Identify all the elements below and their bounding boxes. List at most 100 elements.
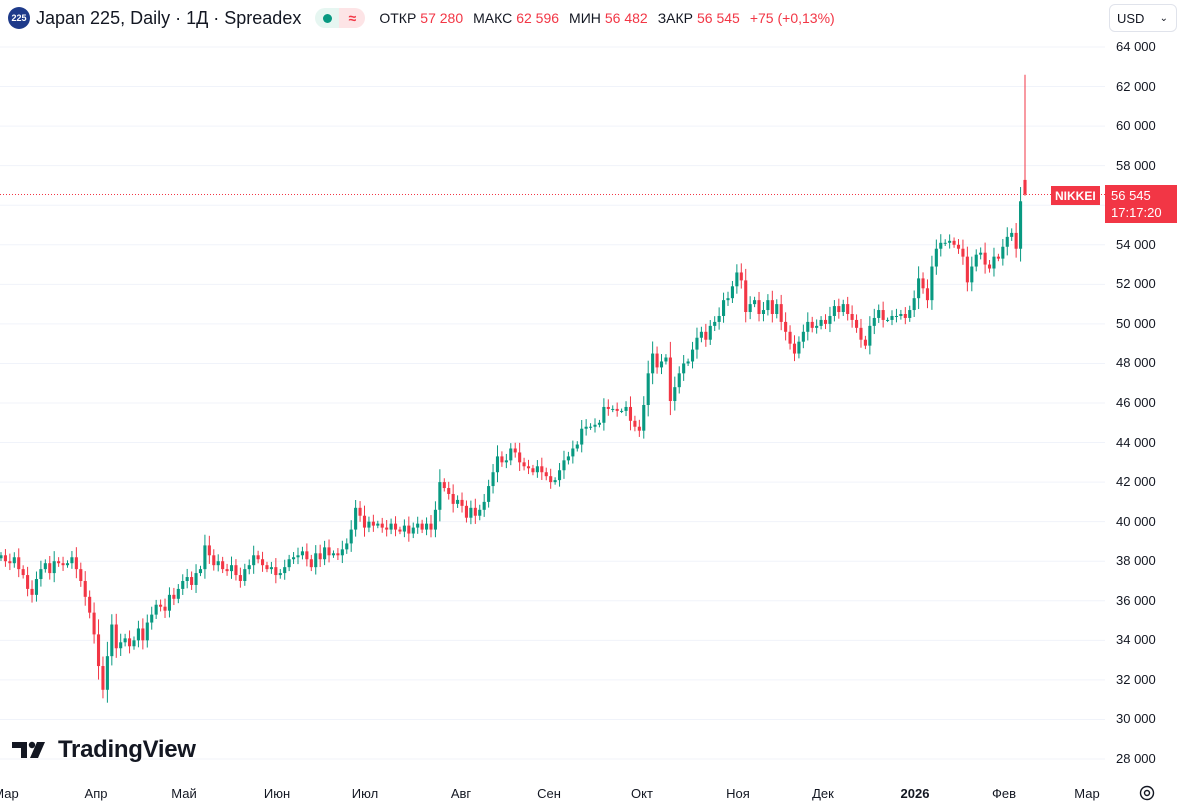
- candle-body: [349, 529, 353, 544]
- candle: [345, 538, 349, 554]
- candle-body: [269, 567, 273, 570]
- candle: [571, 440, 575, 464]
- candle-body: [863, 339, 867, 346]
- candle-body: [88, 596, 92, 613]
- candle-body: [65, 563, 70, 566]
- symbol-title[interactable]: Japan 225, Daily · 1Д · Spreadex: [36, 7, 302, 28]
- candle: [863, 335, 867, 350]
- candle: [620, 408, 624, 414]
- candle-body: [628, 406, 633, 421]
- candle-body: [580, 428, 584, 445]
- candle-body: [314, 553, 318, 568]
- candle: [739, 263, 743, 289]
- price-axis-label: 60 000: [1116, 118, 1156, 134]
- time-axis-label: Июл: [351, 786, 379, 801]
- time-axis-label: Мар: [1074, 786, 1100, 801]
- candle: [513, 442, 517, 458]
- candle: [229, 556, 234, 579]
- candle: [482, 493, 486, 517]
- candle-body: [478, 509, 482, 516]
- candle-body: [837, 306, 841, 313]
- currency-selector[interactable]: USD ⌄: [1109, 4, 1177, 32]
- price-axis-label: 34 000: [1116, 632, 1156, 648]
- candle-body: [345, 543, 349, 550]
- candle-body: [451, 493, 455, 504]
- candle-body: [620, 410, 624, 412]
- delayed-data-icon[interactable]: ≈: [339, 8, 366, 28]
- candle: [469, 500, 473, 525]
- candle-body: [708, 325, 712, 340]
- candle-body: [354, 507, 358, 530]
- candle: [819, 316, 823, 330]
- candle-body: [540, 466, 544, 473]
- candle: [398, 526, 402, 535]
- candle-body: [163, 606, 167, 611]
- candle-body: [425, 523, 429, 530]
- candle-body: [61, 563, 65, 566]
- candle-body: [411, 527, 415, 534]
- candle-body: [389, 523, 393, 530]
- tradingview-logo[interactable]: TradingView: [12, 736, 196, 764]
- candle: [748, 296, 752, 320]
- candle: [500, 451, 504, 467]
- candle: [504, 453, 508, 469]
- candle-body: [961, 248, 965, 257]
- candle: [832, 300, 836, 322]
- candle: [136, 620, 140, 648]
- candle-body: [110, 624, 114, 657]
- candle-body: [549, 476, 553, 483]
- candle: [593, 418, 597, 433]
- candle-body: [859, 327, 863, 340]
- candle: [766, 294, 770, 316]
- candle: [234, 559, 238, 581]
- candle: [979, 247, 983, 260]
- candle-body: [500, 456, 504, 463]
- candle-body: [948, 240, 952, 243]
- candle-body: [212, 555, 216, 566]
- candle-body: [943, 242, 947, 244]
- price-axis-label: 62 000: [1116, 78, 1156, 94]
- candle-body: [0, 555, 3, 559]
- candle-body: [256, 555, 260, 560]
- candle: [1005, 227, 1009, 256]
- candle: [633, 415, 637, 432]
- candle: [970, 256, 974, 292]
- candle-body: [159, 604, 163, 607]
- candle: [194, 564, 198, 593]
- candle: [8, 553, 12, 571]
- candle: [837, 298, 841, 319]
- candle-body: [464, 505, 469, 518]
- candle: [274, 558, 278, 584]
- candle-body: [358, 507, 362, 516]
- candle-body: [832, 306, 836, 316]
- ohlc-open-value: 57 280: [420, 10, 464, 26]
- candle: [562, 450, 566, 479]
- gear-icon[interactable]: [1138, 784, 1156, 802]
- symbol-logo[interactable]: 225: [8, 7, 30, 29]
- candle: [655, 346, 659, 374]
- candle: [757, 291, 761, 322]
- candle: [101, 656, 105, 699]
- candle: [128, 630, 132, 654]
- candle: [735, 264, 739, 294]
- candle-body: [504, 460, 508, 463]
- candle: [540, 457, 544, 480]
- candle: [141, 618, 145, 650]
- tradingview-logo-icon: [12, 741, 45, 758]
- candle-body: [735, 272, 739, 287]
- candle: [983, 242, 987, 274]
- candle: [961, 239, 965, 265]
- candle: [429, 515, 433, 538]
- price-axis-label: 64 000: [1116, 39, 1156, 54]
- market-status[interactable]: ≈: [315, 8, 366, 28]
- candle-body: [531, 468, 535, 473]
- market-open-indicator[interactable]: [315, 8, 340, 28]
- candle-body: [659, 361, 664, 368]
- candle-body: [881, 310, 885, 320]
- last-price-tag: 56 545 17:17:20: [1105, 185, 1177, 223]
- candle: [881, 301, 885, 328]
- candle-body: [526, 466, 531, 469]
- candle-body: [287, 559, 291, 568]
- candle: [535, 460, 539, 478]
